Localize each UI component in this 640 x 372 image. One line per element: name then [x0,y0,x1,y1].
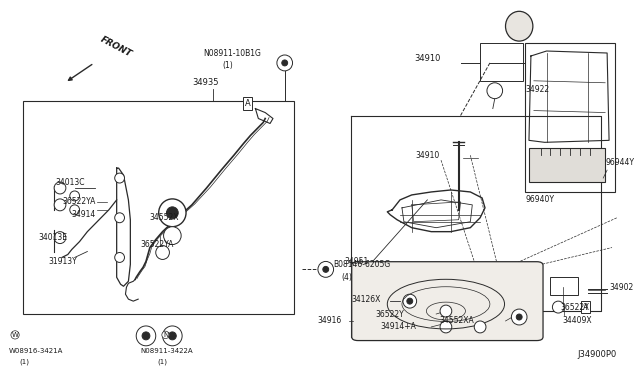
Text: 34013C: 34013C [55,177,84,186]
Text: 34916: 34916 [317,317,341,326]
Bar [525,43,615,192]
Text: 34922: 34922 [525,85,549,94]
Text: 36522YA: 36522YA [62,198,95,206]
Text: B08146-6205G: B08146-6205G [333,260,391,269]
Text: 34910: 34910 [415,151,440,160]
Ellipse shape [70,191,79,201]
Ellipse shape [54,232,66,244]
Text: (1): (1) [222,61,233,70]
Bar [23,101,294,314]
Ellipse shape [159,199,186,227]
Text: 34935: 34935 [192,78,218,87]
Ellipse shape [115,173,125,183]
Text: A: A [583,302,589,312]
Bar [480,43,523,81]
Ellipse shape [115,253,125,262]
Text: 36522Y: 36522Y [560,302,589,312]
Text: 34914+A: 34914+A [380,323,417,331]
Text: N08911-3422A: N08911-3422A [140,348,193,354]
Ellipse shape [115,213,125,223]
Ellipse shape [277,55,292,71]
Text: W08916-3421A: W08916-3421A [9,348,63,354]
Text: 34126X: 34126X [351,295,381,304]
Text: 34902: 34902 [609,283,634,292]
Ellipse shape [403,294,417,308]
Text: (1): (1) [157,359,168,365]
Ellipse shape [516,314,522,320]
Text: (1): (1) [19,359,29,365]
Text: 34910: 34910 [415,54,441,64]
Ellipse shape [474,321,486,333]
Text: 34914: 34914 [72,210,96,219]
Text: 34013E: 34013E [38,233,67,242]
Text: A: A [244,99,250,108]
Text: 96940Y: 96940Y [525,195,554,204]
Text: FRONT: FRONT [99,35,134,59]
FancyBboxPatch shape [352,262,543,340]
Text: 36522Y: 36522Y [376,310,404,318]
Ellipse shape [54,182,66,194]
Ellipse shape [552,301,564,313]
Text: 96944Y: 96944Y [605,158,634,167]
Text: 34951: 34951 [344,257,369,266]
Ellipse shape [440,321,452,333]
Bar [550,277,578,295]
Ellipse shape [54,199,66,211]
Text: J34900P0: J34900P0 [578,350,617,359]
Ellipse shape [168,332,176,340]
Text: 34552XA: 34552XA [439,317,474,326]
Ellipse shape [282,60,287,66]
Ellipse shape [318,262,333,277]
Text: (4): (4) [341,273,352,282]
Text: 34409X: 34409X [562,317,592,326]
Text: N: N [163,332,168,338]
Ellipse shape [156,246,170,259]
Text: 34552X: 34552X [150,213,179,222]
Ellipse shape [487,83,502,99]
Ellipse shape [166,207,178,219]
Text: W: W [12,332,19,338]
Text: N08911-10B1G: N08911-10B1G [204,48,262,58]
Ellipse shape [136,326,156,346]
Ellipse shape [323,266,329,272]
Ellipse shape [511,309,527,325]
Ellipse shape [506,11,533,41]
Ellipse shape [70,205,79,215]
Ellipse shape [407,298,413,304]
Ellipse shape [440,305,452,317]
Bar [529,148,605,182]
Text: 31913Y: 31913Y [48,257,77,266]
Ellipse shape [142,332,150,340]
Ellipse shape [164,227,181,244]
Text: 36522YA: 36522YA [140,240,173,249]
Ellipse shape [163,326,182,346]
